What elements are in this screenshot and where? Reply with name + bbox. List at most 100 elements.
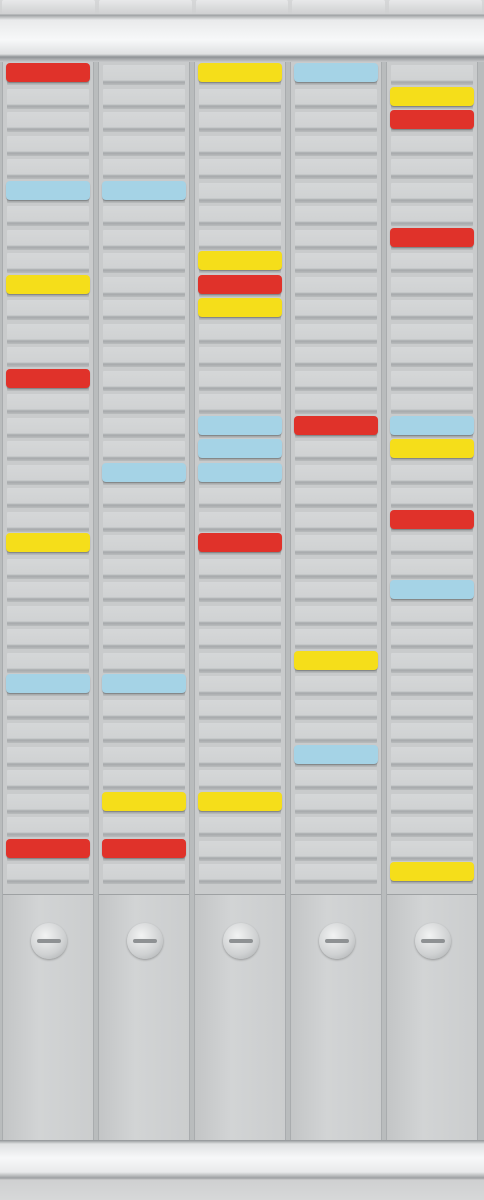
card-slot[interactable] — [391, 746, 473, 767]
yellow-card[interactable] — [6, 533, 90, 552]
card-slot[interactable] — [295, 135, 377, 156]
blue-card[interactable] — [294, 63, 378, 82]
card-slot[interactable] — [295, 159, 377, 179]
card-slot[interactable] — [103, 253, 185, 273]
card-slot[interactable] — [7, 112, 89, 132]
card-slot[interactable] — [103, 629, 185, 649]
card-slot[interactable] — [103, 582, 185, 602]
card-slot[interactable] — [7, 229, 89, 250]
card-slot[interactable] — [7, 723, 89, 743]
card-slot[interactable] — [7, 394, 89, 414]
card-slot[interactable] — [199, 370, 281, 391]
yellow-card[interactable] — [390, 439, 474, 458]
card-slot[interactable] — [295, 253, 377, 273]
red-card[interactable] — [6, 838, 90, 858]
card-slot[interactable] — [295, 582, 377, 602]
card-slot[interactable] — [7, 88, 89, 109]
red-card[interactable] — [102, 838, 186, 858]
card-slot[interactable] — [7, 253, 89, 273]
card-slot[interactable] — [391, 159, 473, 179]
card-slot[interactable] — [295, 370, 377, 391]
card-slot[interactable] — [199, 558, 281, 579]
card-slot[interactable] — [103, 770, 185, 790]
red-card[interactable] — [390, 227, 474, 247]
yellow-card[interactable] — [198, 298, 282, 317]
card-slot[interactable] — [391, 605, 473, 626]
card-slot[interactable] — [391, 535, 473, 555]
blue-card[interactable] — [6, 674, 90, 693]
card-slot[interactable] — [199, 511, 281, 532]
card-slot[interactable] — [199, 182, 281, 203]
card-slot[interactable] — [391, 65, 473, 85]
yellow-card[interactable] — [198, 791, 282, 811]
card-slot[interactable] — [7, 347, 89, 367]
mounting-knob-icon[interactable] — [127, 923, 163, 959]
card-slot[interactable] — [103, 394, 185, 414]
card-slot[interactable] — [103, 347, 185, 367]
card-slot[interactable] — [103, 488, 185, 508]
card-slot[interactable] — [391, 723, 473, 743]
card-slot[interactable] — [7, 793, 89, 814]
card-slot[interactable] — [295, 723, 377, 743]
card-slot[interactable] — [7, 746, 89, 767]
card-slot[interactable] — [295, 535, 377, 555]
card-slot[interactable] — [199, 746, 281, 767]
card-slot[interactable] — [295, 88, 377, 109]
card-slot[interactable] — [103, 370, 185, 391]
card-slot[interactable] — [103, 323, 185, 344]
card-slot[interactable] — [391, 370, 473, 391]
card-slot[interactable] — [199, 723, 281, 743]
blue-card[interactable] — [390, 415, 474, 435]
card-slot[interactable] — [199, 323, 281, 344]
card-slot[interactable] — [7, 206, 89, 226]
card-slot[interactable] — [7, 582, 89, 602]
card-slot[interactable] — [391, 699, 473, 720]
card-slot[interactable] — [7, 159, 89, 179]
card-slot[interactable] — [7, 605, 89, 626]
card-slot[interactable] — [391, 347, 473, 367]
card-slot[interactable] — [199, 88, 281, 109]
card-slot[interactable] — [7, 770, 89, 790]
red-card[interactable] — [198, 533, 282, 552]
card-slot[interactable] — [7, 864, 89, 884]
card-slot[interactable] — [199, 605, 281, 626]
blue-card[interactable] — [198, 415, 282, 435]
card-slot[interactable] — [295, 300, 377, 320]
card-slot[interactable] — [199, 135, 281, 156]
card-slot[interactable] — [103, 135, 185, 156]
card-slot[interactable] — [103, 88, 185, 109]
card-slot[interactable] — [391, 206, 473, 226]
card-slot[interactable] — [391, 135, 473, 156]
card-slot[interactable] — [7, 511, 89, 532]
card-slot[interactable] — [7, 817, 89, 837]
card-slot[interactable] — [391, 323, 473, 344]
card-slot[interactable] — [391, 629, 473, 649]
blue-card[interactable] — [390, 580, 474, 599]
card-slot[interactable] — [295, 323, 377, 344]
yellow-card[interactable] — [198, 251, 282, 270]
card-slot[interactable] — [199, 229, 281, 250]
card-slot[interactable] — [295, 347, 377, 367]
card-slot[interactable] — [103, 652, 185, 673]
yellow-card[interactable] — [390, 86, 474, 106]
card-slot[interactable] — [295, 840, 377, 861]
red-card[interactable] — [390, 509, 474, 529]
card-slot[interactable] — [295, 229, 377, 250]
card-slot[interactable] — [199, 629, 281, 649]
card-slot[interactable] — [7, 135, 89, 156]
yellow-card[interactable] — [102, 791, 186, 811]
card-slot[interactable] — [295, 511, 377, 532]
card-slot[interactable] — [199, 817, 281, 837]
blue-card[interactable] — [102, 674, 186, 693]
card-slot[interactable] — [199, 676, 281, 696]
card-slot[interactable] — [103, 112, 185, 132]
red-card[interactable] — [390, 110, 474, 129]
card-slot[interactable] — [199, 347, 281, 367]
red-card[interactable] — [6, 368, 90, 388]
red-card[interactable] — [198, 274, 282, 294]
card-slot[interactable] — [295, 488, 377, 508]
card-slot[interactable] — [199, 770, 281, 790]
card-slot[interactable] — [391, 676, 473, 696]
yellow-card[interactable] — [6, 274, 90, 294]
card-slot[interactable] — [199, 488, 281, 508]
